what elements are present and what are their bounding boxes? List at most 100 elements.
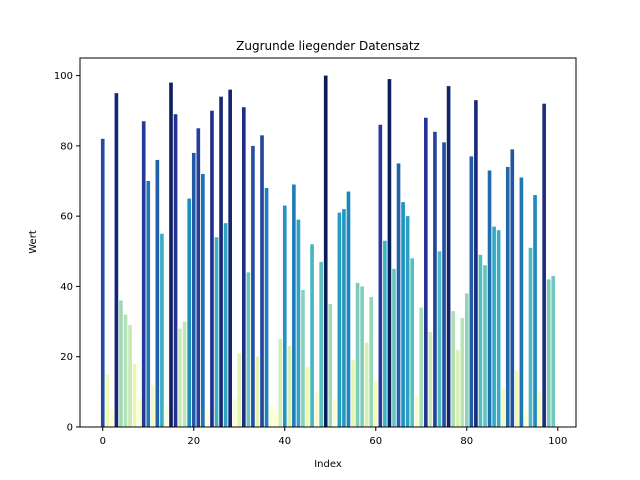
bar [100, 138, 105, 427]
bar [182, 321, 187, 427]
bar [419, 307, 424, 427]
y-tick-label: 60 [60, 212, 73, 223]
bar [542, 103, 546, 427]
plot-frame [79, 57, 577, 428]
bar [187, 198, 192, 427]
bar [178, 328, 182, 427]
bar [214, 237, 219, 427]
bar [237, 353, 242, 427]
bar [264, 188, 269, 427]
bar [528, 247, 533, 427]
bar [319, 261, 323, 427]
bar [533, 195, 537, 427]
bar [278, 339, 283, 427]
bar [128, 325, 132, 427]
bar [260, 135, 264, 427]
bar [474, 100, 478, 428]
bar [219, 96, 223, 427]
bar [546, 279, 551, 427]
bar [396, 163, 401, 427]
bar [424, 117, 428, 428]
bar [210, 110, 214, 428]
bar [169, 82, 173, 427]
bar [305, 367, 310, 427]
bar [232, 398, 237, 427]
bar [551, 275, 556, 427]
bar [505, 166, 510, 427]
bar [346, 191, 351, 427]
bar [355, 282, 360, 427]
bar [150, 384, 155, 427]
bar-series [100, 75, 556, 428]
bar [401, 202, 405, 427]
bar [119, 300, 123, 427]
bar [492, 226, 496, 427]
bar [173, 114, 178, 427]
bar [405, 216, 410, 427]
bar [433, 131, 437, 428]
y-tick-label: 0 [67, 423, 73, 434]
x-axis-label: Index [314, 459, 342, 470]
x-tick-label: 0 [100, 436, 106, 447]
bar [337, 212, 342, 427]
y-tick-label: 80 [60, 141, 73, 152]
bar [387, 79, 392, 427]
bar [328, 304, 333, 427]
bar [296, 219, 301, 427]
bar [451, 311, 455, 427]
bar [201, 173, 205, 427]
bar [301, 289, 305, 427]
y-axis-label: Wert [28, 230, 39, 254]
bar [410, 258, 414, 427]
bar [191, 152, 196, 427]
bar [269, 405, 273, 427]
bar [360, 286, 364, 427]
bar [392, 268, 396, 427]
bar [378, 124, 383, 428]
bar [323, 75, 328, 427]
bar [442, 142, 446, 427]
bar [292, 184, 296, 427]
bar [246, 272, 251, 427]
bar [137, 398, 141, 427]
bar [464, 293, 469, 427]
x-tick-label: 40 [278, 436, 291, 447]
bar [373, 381, 378, 427]
bar [510, 149, 515, 427]
bar [342, 209, 346, 427]
bar [314, 391, 319, 427]
y-tick-label: 100 [54, 71, 73, 82]
bar [242, 107, 246, 427]
bar [310, 244, 314, 427]
bar [114, 93, 119, 427]
bar [132, 363, 137, 427]
bar [228, 89, 232, 427]
bar [496, 230, 501, 427]
bar [369, 296, 374, 427]
bar [196, 128, 201, 428]
bar [155, 159, 160, 427]
bar [333, 398, 337, 427]
y-axis-ticks: 0 20 40 60 80 100 [54, 71, 80, 434]
bar [141, 121, 146, 427]
bar [469, 156, 474, 427]
x-tick-label: 100 [548, 436, 567, 447]
bar [223, 223, 228, 427]
bar [287, 346, 292, 427]
bar [446, 86, 451, 428]
bar [428, 332, 433, 427]
bar [537, 391, 542, 427]
bar [205, 409, 210, 427]
bar [460, 318, 465, 427]
x-tick-label: 20 [187, 436, 200, 447]
bar [164, 405, 169, 427]
bar [414, 395, 419, 427]
bar [487, 170, 492, 427]
bar [519, 177, 524, 427]
bar [515, 370, 519, 427]
bar [478, 254, 483, 427]
bar [123, 314, 128, 427]
y-tick-label: 40 [60, 282, 73, 293]
x-tick-label: 60 [369, 436, 382, 447]
